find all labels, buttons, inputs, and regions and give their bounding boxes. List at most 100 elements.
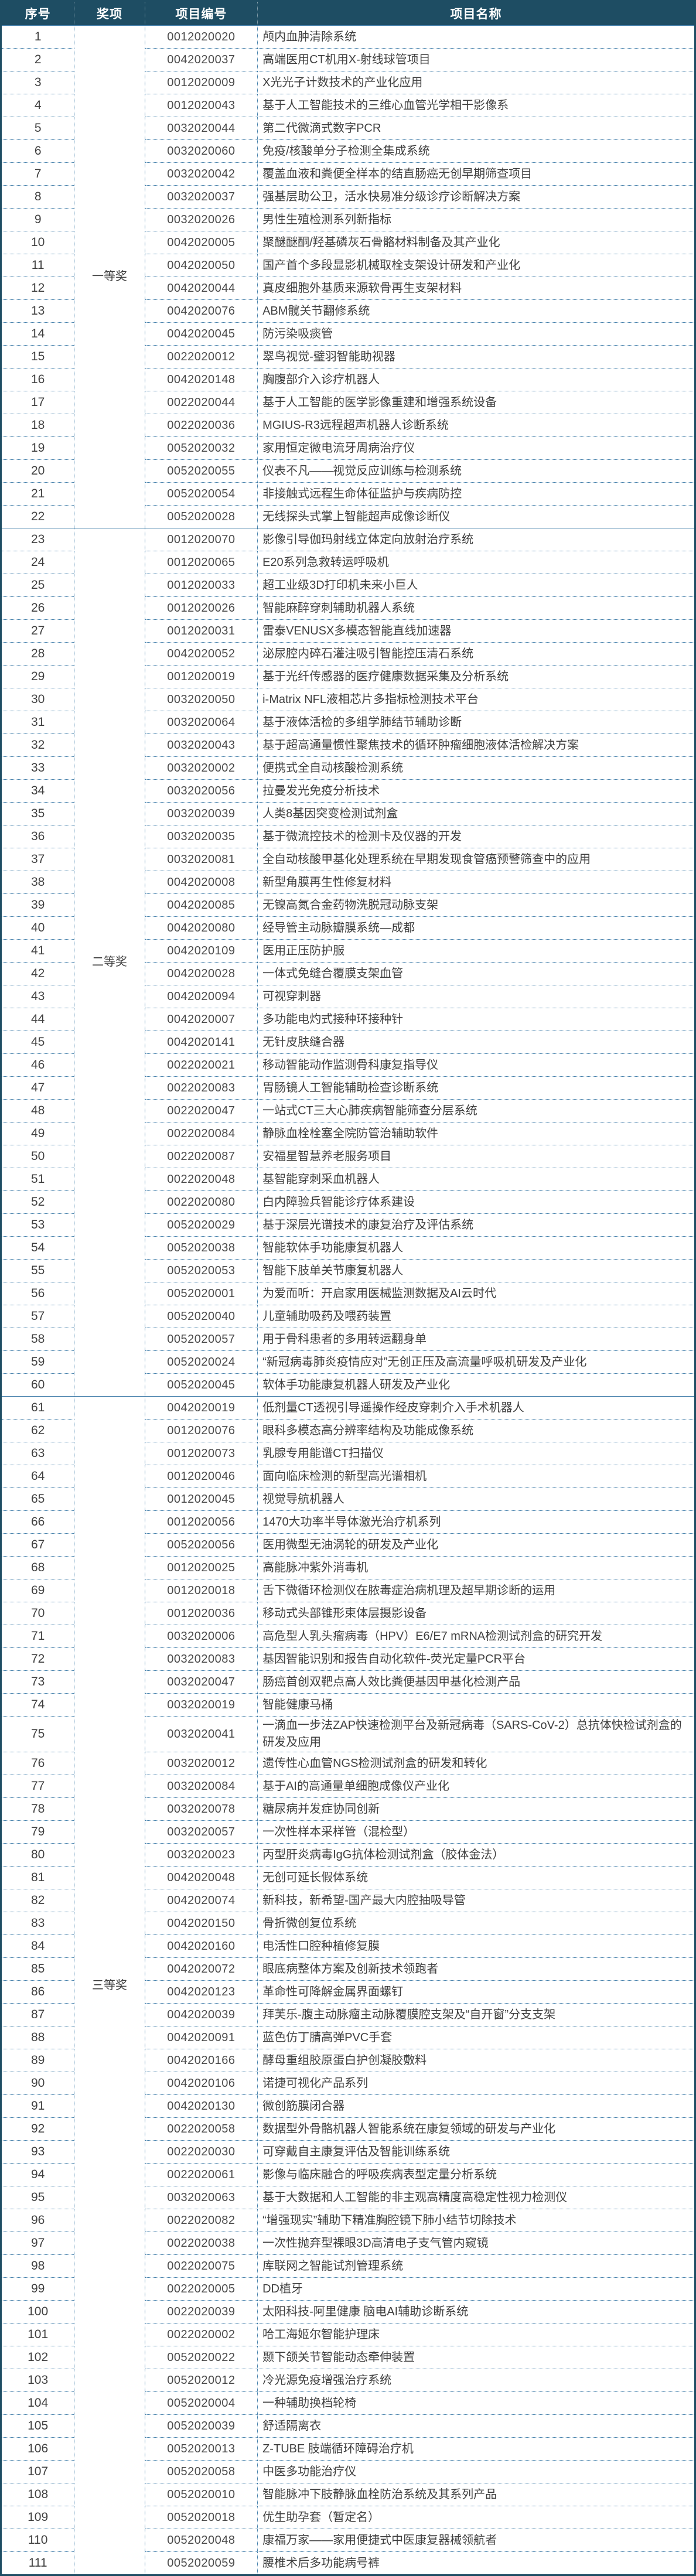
serial-cell: 41 — [0, 939, 75, 963]
project-name-cell: 软体手功能康复机器人研发及产业化 — [257, 1373, 695, 1397]
serial-cell: 71 — [0, 1625, 75, 1648]
serial-cell: 24 — [0, 551, 75, 574]
project-code-cell: 0022020002 — [144, 2323, 258, 2346]
table-row: 61 三等奖 0042020019 低剂量CT透视引导遥操作经皮穿刺介入手术机器人 — [0, 1396, 695, 2575]
serial-cell: 69 — [0, 1579, 75, 1602]
table-row: 24 0012020065 E20系列急救转运呼吸机 — [0, 551, 695, 574]
project-code-cell: 0012020045 — [144, 1487, 258, 1511]
table-row: 10 0042020005 聚醚醚酮/羟基磷灰石骨骼材料制备及其产业化 — [0, 231, 695, 254]
project-name-cell: 新科技，新希望-国产最大内腔抽吸导管 — [257, 1889, 695, 1912]
table-row: 101 0022020002 哈工海姬尔智能护理床 — [0, 2323, 695, 2346]
project-name-cell: 雷泰VENUSX多模态智能直线加速器 — [257, 619, 695, 643]
table-row: 99 0022020005 DD植牙 — [0, 2277, 695, 2301]
project-code-cell: 0012020026 — [144, 596, 258, 620]
project-code-cell: 0042020048 — [144, 1866, 258, 1889]
project-code-cell: 0012020036 — [144, 1602, 258, 1625]
project-name-cell: E20系列急救转运呼吸机 — [257, 551, 695, 574]
project-code-cell: 0052020001 — [144, 1282, 258, 1305]
project-name-cell: 遗传性心血管NGS检测试剂盒的研发和转化 — [257, 1752, 695, 1775]
table-row: 16 0042020148 胸腹部介入诊疗机器人 — [0, 368, 695, 391]
serial-cell: 46 — [0, 1053, 75, 1077]
project-name-cell: 肠癌首创双靶点高人效比粪便基因甲基化检测产品 — [257, 1670, 695, 1694]
table-row: 64 0012020046 面向临床检测的新型高光谱相机 — [0, 1465, 695, 1488]
serial-cell: 101 — [0, 2323, 75, 2346]
table-row: 23 二等奖 0012020070 影像引导伽玛射线立体定向放射治疗系统 — [0, 528, 695, 1397]
table-row: 37 0032020081 全自动核酸甲基化处理系统在早期发现食管癌预警筛查中的应用 — [0, 848, 695, 871]
table-row: 48 0022020047 一站式CT三大心肺疾病智能筛查分层系统 — [0, 1099, 695, 1122]
serial-cell: 105 — [0, 2414, 75, 2438]
serial-cell: 68 — [0, 1556, 75, 1579]
project-name-cell: 面向临床检测的新型高光谱相机 — [257, 1465, 695, 1488]
serial-cell: 26 — [0, 596, 75, 620]
project-code-cell: 0012020031 — [144, 619, 258, 643]
project-code-cell: 0032020081 — [144, 848, 258, 871]
table-row: 57 0052020040 儿童辅助吸药及喂药装置 — [0, 1305, 695, 1328]
project-name-cell: 哈工海姬尔智能护理床 — [257, 2323, 695, 2346]
serial-cell: 19 — [0, 436, 75, 460]
table-row: 28 0042020052 泌尿腔内碎石灌注吸引智能控压清石系统 — [0, 642, 695, 666]
project-name-cell: 电活性口腔种植修复膜 — [257, 1934, 695, 1958]
table-header: 序号 奖项 项目编号 项目名称 — [1, 1, 695, 26]
project-code-cell: 0052020004 — [144, 2391, 258, 2415]
serial-cell: 62 — [0, 1419, 75, 1442]
project-code-cell: 0042020085 — [144, 893, 258, 917]
table-row: 8 0032020037 强基层助公卫，活水快易准分级诊疗诊断解决方案 — [0, 185, 695, 209]
project-code-cell: 0032020050 — [144, 688, 258, 711]
project-code-cell: 0052020054 — [144, 482, 258, 506]
project-code-cell: 0012020076 — [144, 1419, 258, 1442]
project-code-cell: 0052020040 — [144, 1305, 258, 1328]
table-row: 83 0042020150 骨折微创复位系统 — [0, 1912, 695, 1935]
table-row: 33 0032020002 便携式全自动核酸检测系统 — [0, 756, 695, 780]
project-name-cell: 翠鸟视觉-璧羽智能助视器 — [257, 345, 695, 369]
project-code-cell: 0022020047 — [144, 1099, 258, 1122]
project-name-cell: 眼底病整体方案及创新技术领跑者 — [257, 1957, 695, 1981]
project-name-cell: MGIUS-R3远程超声机器人诊断系统 — [257, 414, 695, 437]
table-row: 94 0022020061 影像与临床融合的呼吸疾病表型定量分析系统 — [0, 2163, 695, 2186]
serial-cell: 18 — [0, 414, 75, 437]
table-row: 13 0042020076 ABM髋关节翻修系统 — [0, 299, 695, 323]
serial-cell: 38 — [0, 871, 75, 894]
serial-cell: 7 — [0, 162, 75, 186]
table-row: 93 0022020030 可穿戴自主康复评估及智能训练系统 — [0, 2140, 695, 2164]
project-name-cell: 低剂量CT透视引导遥操作经皮穿刺介入手术机器人 — [257, 1396, 695, 1420]
project-code-cell: 0052020024 — [144, 1350, 258, 1374]
project-code-cell: 0042020148 — [144, 368, 258, 391]
serial-cell: 95 — [0, 2186, 75, 2209]
project-name-cell: 基于深层光谱技术的康复治疗及评估系统 — [257, 1213, 695, 1237]
table-row: 85 0042020072 眼底病整体方案及创新技术领跑者 — [0, 1957, 695, 1981]
serial-cell: 6 — [0, 139, 75, 163]
project-code-cell: 0032020012 — [144, 1752, 258, 1775]
serial-cell: 29 — [0, 665, 75, 688]
table-row: 26 0012020026 智能麻醉穿刺辅助机器人系统 — [0, 596, 695, 620]
table-row: 35 0032020039 人类8基因突变检测试剂盒 — [0, 802, 695, 825]
table-row: 9 0032020026 男性生殖检测系列新指标 — [0, 208, 695, 231]
serial-cell: 5 — [0, 117, 75, 140]
table-row: 21 0052020054 非接触式远程生命体征监护与疾病防控 — [0, 482, 695, 506]
serial-cell: 16 — [0, 368, 75, 391]
table-row: 66 0012020056 1470大功率半导体激光治疗机系列 — [0, 1510, 695, 1534]
project-code-cell: 0052020012 — [144, 2369, 258, 2392]
project-code-cell: 0042020123 — [144, 1980, 258, 2004]
header-code: 项目编号 — [144, 1, 258, 26]
table-row: 76 0032020012 遗传性心血管NGS检测试剂盒的研发和转化 — [0, 1752, 695, 1775]
table-row: 38 0042020008 新型角膜再生性修复材料 — [0, 871, 695, 894]
project-name-cell: 真皮细胞外基质来源软骨再生支架材料 — [257, 277, 695, 300]
project-name-cell: X光光子计数技术的产业化应用 — [257, 71, 695, 94]
serial-cell: 43 — [0, 985, 75, 1008]
project-code-cell: 0042020007 — [144, 1008, 258, 1031]
project-code-cell: 0032020026 — [144, 208, 258, 231]
serial-cell: 88 — [0, 2026, 75, 2049]
project-name-cell: 拜芙乐-腹主动脉瘤主动脉覆膜腔支架及“自开窗”分支支架 — [257, 2003, 695, 2026]
serial-cell: 42 — [0, 962, 75, 985]
table-row: 80 0032020023 丙型肝炎病毒IgG抗体检测试剂盒（胶体金法） — [0, 1843, 695, 1867]
project-name-cell: 智能健康马桶 — [257, 1693, 695, 1717]
table-row: 18 0022020036 MGIUS-R3远程超声机器人诊断系统 — [0, 414, 695, 437]
serial-cell: 77 — [0, 1775, 75, 1798]
table-row: 47 0022020083 胃肠镜人工智能辅助检查诊断系统 — [0, 1076, 695, 1100]
project-name-cell: 家用恒定微电流牙周病治疗仪 — [257, 436, 695, 460]
project-name-cell: 医用微型无油涡轮的研发及产业化 — [257, 1533, 695, 1557]
table-row: 20 0052020055 仪表不凡——视觉反应训练与检测系统 — [0, 459, 695, 483]
table-row: 40 0042020080 经导管主动脉瓣膜系统—成都 — [0, 916, 695, 940]
project-name-cell: 基于光纤传感器的医疗健康数据采集及分析系统 — [257, 665, 695, 688]
project-name-cell: 无创可延长假体系统 — [257, 1866, 695, 1889]
